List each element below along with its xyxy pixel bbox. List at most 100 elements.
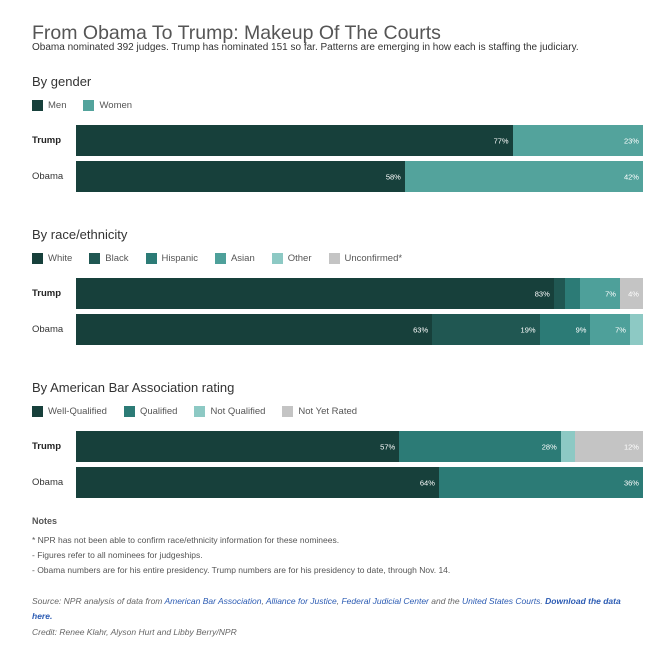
legend-swatch	[32, 405, 43, 417]
legend-swatch	[32, 252, 43, 264]
bar-segment: 19%	[432, 314, 540, 345]
legend-label: Qualified	[139, 405, 178, 417]
stacked-bar: 57% 28% 12%	[76, 431, 643, 462]
bar-segment: 7%	[590, 314, 630, 345]
row-label: Obama	[32, 171, 64, 182]
source-dot: .	[540, 596, 546, 606]
legend-swatch	[89, 252, 101, 264]
legend-label: Other	[287, 252, 312, 264]
source-sep: ,	[261, 596, 266, 606]
legend-swatch	[214, 252, 226, 264]
bar-segment: 57%	[76, 431, 400, 462]
legend-item: Men	[32, 99, 66, 111]
bar-segment: 77%	[76, 125, 513, 156]
source-line: Source: NPR analysis of data from Americ…	[32, 594, 642, 624]
row-label: Trump	[32, 288, 62, 299]
source-sep: ,	[336, 596, 342, 606]
chart-title: By race/ethnicity	[32, 227, 128, 242]
notes-heading: Notes	[32, 516, 58, 526]
legend-swatch	[32, 99, 43, 111]
legend-item: Women	[83, 99, 133, 111]
row-label: Obama	[32, 477, 64, 488]
bar-segment	[629, 314, 643, 345]
bar-segment: 63%	[76, 314, 433, 345]
data-label: 19%	[520, 325, 536, 334]
legend-item: Not Qualified	[194, 405, 266, 417]
bar-segment: 12%	[574, 431, 643, 462]
data-label: 57%	[380, 442, 396, 451]
data-label: 12%	[623, 442, 639, 451]
data-label: 4%	[628, 289, 639, 298]
legend-item: Unconfirmed*	[328, 252, 403, 264]
source-link-usc[interactable]: United States Courts	[461, 596, 541, 606]
page-title: From Obama To Trump: Makeup Of The Court…	[32, 22, 441, 45]
legend-swatch	[328, 252, 340, 264]
bar-segment	[565, 278, 580, 309]
data-label: 36%	[623, 478, 639, 487]
legend-item: White	[32, 252, 73, 264]
data-label: 63%	[413, 325, 429, 334]
bar-segment: 23%	[512, 125, 643, 156]
data-label: 58%	[385, 172, 401, 181]
data-label: 64%	[419, 478, 435, 487]
source-and: and the	[428, 596, 462, 606]
legend-item: Hispanic	[145, 252, 198, 264]
legend-label: Black	[105, 252, 129, 264]
data-label: 83%	[534, 289, 550, 298]
bar-segment: 58%	[76, 161, 405, 192]
note-item: * NPR has not been able to confirm race/…	[32, 535, 340, 545]
legend-label: Asian	[230, 252, 255, 264]
legend-item: Other	[271, 252, 312, 264]
legend-item: Black	[89, 252, 129, 264]
stacked-bar: 63% 19% 9% 7%	[76, 314, 643, 345]
download-data-link[interactable]: Download the data here.	[32, 596, 621, 621]
stacked-bar: 83% 7% 4%	[76, 278, 643, 309]
legend-label: White	[48, 252, 73, 264]
chart-legend: Men Women	[32, 98, 149, 112]
legend-label: Hispanic	[161, 252, 198, 264]
bar-segment: 64%	[76, 467, 439, 498]
legend-label: Not Yet Rated	[298, 405, 358, 417]
bar-segment: 42%	[404, 161, 643, 192]
legend-swatch	[271, 252, 283, 264]
chart-title: By gender	[32, 74, 92, 89]
chart-legend: White Black Hispanic Asian Other Unconfirmed*	[32, 251, 419, 265]
bar-segment: 28%	[399, 431, 561, 462]
source-link-aba[interactable]: American Bar Association	[164, 596, 262, 606]
source-link-afj[interactable]: Alliance for Justice	[265, 596, 337, 606]
chart-title: By American Bar Association rating	[32, 380, 235, 395]
data-label: 28%	[541, 442, 557, 451]
row-label: Obama	[32, 324, 64, 335]
legend-label: Women	[99, 99, 133, 111]
legend-swatch	[83, 99, 95, 111]
data-label: 77%	[493, 136, 509, 145]
bar-segment	[560, 431, 575, 462]
credit-line: Credit: Renee Klahr, Alyson Hurt and Lib…	[32, 627, 237, 637]
legend-label: Unconfirmed*	[344, 252, 403, 264]
legend-label: Not Qualified	[210, 405, 266, 417]
legend-item: Qualified	[123, 405, 178, 417]
note-item: - Obama numbers are for his entire presi…	[32, 565, 451, 575]
bar-segment: 7%	[579, 278, 620, 309]
stacked-bar: 64% 36%	[76, 467, 643, 498]
data-label: 9%	[575, 325, 587, 334]
data-label: 7%	[605, 289, 616, 298]
page-subtitle: Obama nominated 392 judges. Trump has no…	[32, 42, 579, 53]
data-label: 42%	[623, 172, 639, 181]
row-label: Trump	[32, 135, 62, 146]
legend-item: Well-Qualified	[32, 405, 107, 417]
bar-segment: 83%	[76, 278, 554, 309]
legend-item: Asian	[214, 252, 255, 264]
source-link-fjc[interactable]: Federal Judicial Center	[341, 596, 429, 606]
source-prefix: Source: NPR analysis of data from	[32, 596, 165, 606]
chart-legend: Well-Qualified Qualified Not Qualified Not …	[32, 404, 374, 418]
stacked-bar: 58% 42%	[76, 161, 643, 192]
legend-swatch	[194, 405, 206, 417]
bar-segment	[553, 278, 566, 309]
legend-label: Well-Qualified	[48, 405, 107, 417]
data-label: 7%	[615, 325, 626, 334]
row-label: Trump	[32, 441, 62, 452]
note-item: - Figures refer to all nominees for judg…	[32, 550, 203, 560]
legend-item: Not Yet Rated	[282, 405, 358, 417]
bar-segment: 9%	[539, 314, 591, 345]
